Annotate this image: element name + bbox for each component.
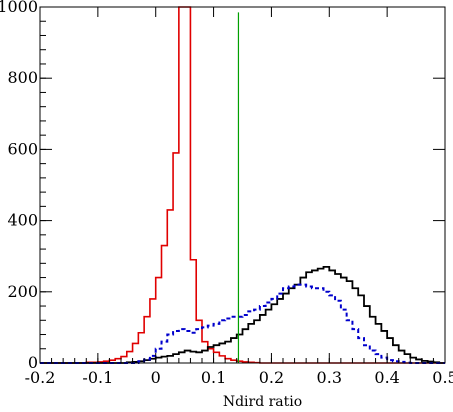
y-tick-label: 400 bbox=[7, 211, 38, 230]
axis-ticks bbox=[39, 6, 446, 364]
series-2-histogram bbox=[40, 283, 445, 364]
x-tick-label: 0.3 bbox=[317, 368, 342, 387]
y-tick-label: 1000 bbox=[0, 0, 38, 16]
plot-frame bbox=[39, 6, 446, 364]
y-tick-labels: 0 200 400 600 800 1000 bbox=[0, 0, 38, 372]
x-tick-label: -0.2 bbox=[25, 368, 56, 387]
y-tick-label: 200 bbox=[7, 282, 38, 301]
y-tick-label: 800 bbox=[7, 68, 38, 87]
y-tick-label: 600 bbox=[7, 139, 38, 158]
x-tick-label: 0.2 bbox=[259, 368, 284, 387]
x-axis-title: Ndird ratio bbox=[223, 394, 302, 410]
y-tick-label: 0 bbox=[28, 353, 38, 372]
series-0-histogram bbox=[40, 6, 445, 364]
series-layer bbox=[40, 6, 445, 364]
series-1-histogram bbox=[40, 265, 445, 364]
x-tick-label: -0.1 bbox=[82, 368, 113, 387]
x-tick-label: 0.1 bbox=[201, 368, 226, 387]
x-tick-labels: -0.2 -0.1 0 0.1 0.2 0.3 0.4 0.5 bbox=[25, 368, 453, 387]
x-tick-label: 0.5 bbox=[432, 368, 453, 387]
x-tick-label: 0.4 bbox=[374, 368, 399, 387]
x-tick-label: 0 bbox=[151, 368, 161, 387]
